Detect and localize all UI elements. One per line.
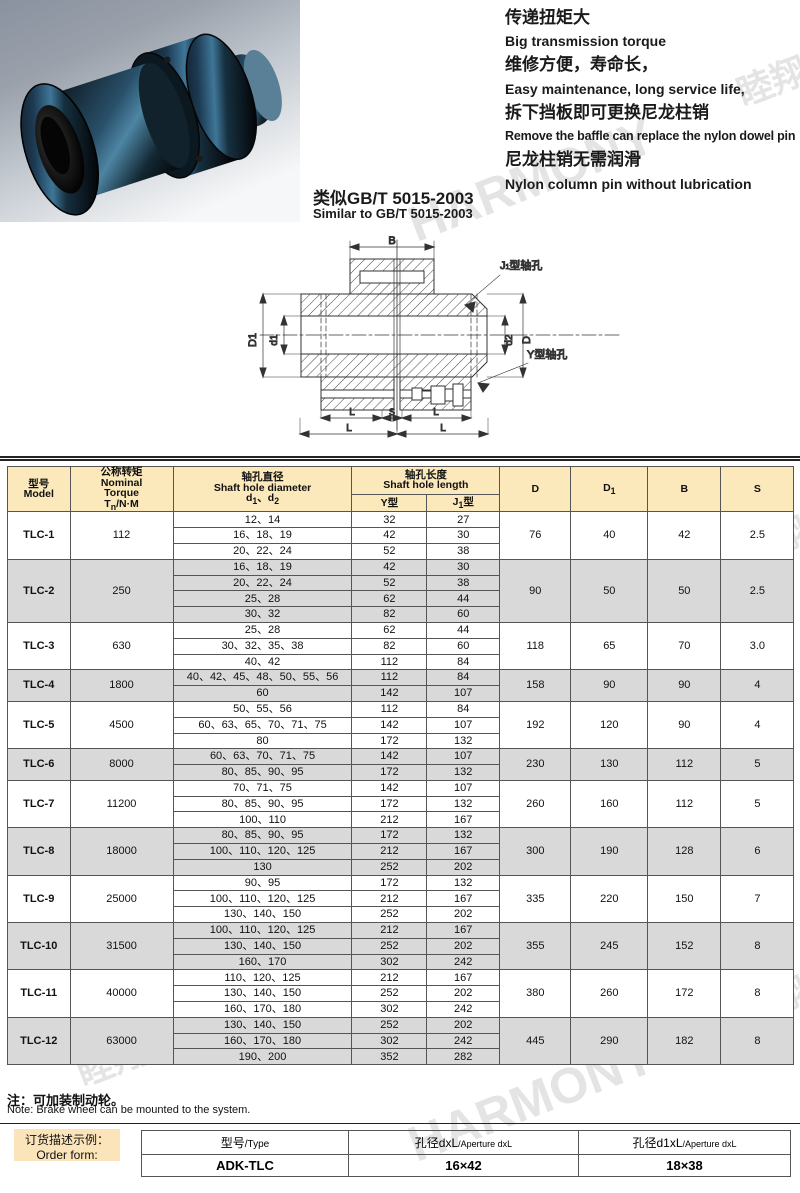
svg-text:D: D bbox=[521, 336, 533, 344]
svg-text:d1: d1 bbox=[269, 334, 280, 346]
svg-text:L: L bbox=[440, 423, 446, 434]
svg-text:D1: D1 bbox=[247, 333, 259, 347]
svg-text:d2: d2 bbox=[504, 334, 515, 346]
svg-text:B: B bbox=[388, 235, 395, 247]
svg-text:L: L bbox=[346, 423, 352, 434]
svg-text:L: L bbox=[433, 407, 439, 418]
svg-text:Y型轴孔: Y型轴孔 bbox=[527, 347, 567, 361]
svg-text:S: S bbox=[389, 407, 395, 417]
svg-text:J1型轴孔: J1型轴孔 bbox=[500, 258, 542, 272]
svg-text:L: L bbox=[349, 407, 355, 418]
